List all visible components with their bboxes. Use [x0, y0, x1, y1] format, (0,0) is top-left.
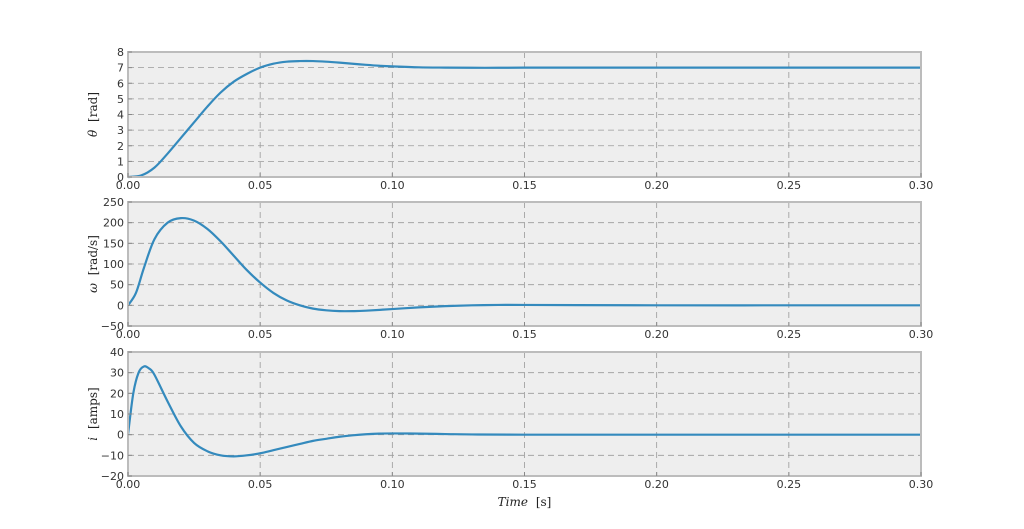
ticks-theta: 0.00 0.05 0.10 0.15 0.20 0.25 0.30 0 1 2 3 4 5 6 7 8	[116, 46, 934, 192]
x-tick-label: 0.25	[777, 179, 802, 192]
y-tick-label: 10	[110, 408, 124, 421]
ylabel-unit: [rad]	[86, 92, 100, 122]
x-tick-label: 0.15	[512, 478, 537, 491]
y-tick-label: 200	[103, 217, 124, 230]
x-tick-label: 0.00	[116, 328, 141, 341]
x-tick-label: 0.05	[248, 328, 273, 341]
y-tick-label: 50	[110, 279, 124, 292]
ylabel-theta: θ [rad]	[86, 92, 100, 137]
x-tick-label: 0.15	[512, 179, 537, 192]
y-tick-label: 6	[117, 77, 124, 90]
y-tick-label: 0	[117, 299, 124, 312]
x-tick-label: 0.05	[248, 478, 273, 491]
y-tick-label: 5	[117, 93, 124, 106]
subplot-theta: 0.00 0.05 0.10 0.15 0.20 0.25 0.30 0 1 2 3 4 5 6 7 8 θ …	[86, 46, 933, 192]
x-tick-label: 0.25	[777, 478, 802, 491]
x-tick-label: 0.00	[116, 179, 141, 192]
x-tick-label: 0.10	[380, 478, 405, 491]
y-tick-label: 20	[110, 387, 124, 400]
x-tick-label: 0.10	[380, 328, 405, 341]
ticks-omega: 0.00 0.05 0.10 0.15 0.20 0.25 0.30 −50 0 50 100 150…	[101, 196, 933, 341]
ylabel-current: i [amps]	[86, 387, 100, 440]
y-tick-label: 4	[117, 109, 124, 122]
x-tick-label: 0.20	[644, 478, 669, 491]
y-tick-label: 0	[117, 171, 124, 184]
x-tick-label: 0.30	[909, 478, 934, 491]
x-tick-label: 0.20	[644, 179, 669, 192]
ylabel-omega: ω [rad/s]	[86, 235, 100, 293]
y-tick-label: 100	[103, 258, 124, 271]
y-tick-label: −50	[101, 320, 124, 333]
y-tick-label: 1	[117, 155, 124, 168]
y-tick-label: 30	[110, 367, 124, 380]
y-tick-label: 2	[117, 140, 124, 153]
ylabel-symbol: ω	[86, 283, 100, 293]
y-tick-label: 0	[117, 429, 124, 442]
series-line-omega	[127, 216, 921, 313]
x-tick-label: 0.30	[909, 328, 934, 341]
y-tick-label: 40	[110, 346, 124, 359]
ticks-current: 0.00 0.05 0.10 0.15 0.20 0.25 0.30 −20 −10 0 10 20 3…	[101, 346, 933, 491]
x-tick-label: 0.15	[512, 328, 537, 341]
ylabel-unit: [rad/s]	[86, 235, 100, 275]
ylabel-symbol: θ	[86, 129, 100, 137]
subplot-current: 0.00 0.05 0.10 0.15 0.20 0.25 0.30 −20 −10 0 10 20 3…	[86, 346, 933, 509]
x-tick-label: 0.10	[380, 179, 405, 192]
y-tick-label: −10	[101, 449, 124, 462]
series-line-theta	[127, 59, 921, 179]
y-tick-label: 250	[103, 196, 124, 209]
y-tick-label: 7	[117, 62, 124, 75]
y-tick-label: −20	[101, 470, 124, 483]
x-tick-label: 0.00	[116, 478, 141, 491]
xlabel-unit: [s]	[536, 495, 552, 509]
y-tick-label: 3	[117, 124, 124, 137]
y-tick-label: 150	[103, 237, 124, 250]
x-tick-label: 0.30	[909, 179, 934, 192]
ylabel-symbol: i	[86, 437, 100, 441]
x-tick-label: 0.05	[248, 179, 273, 192]
series-line-current	[126, 365, 921, 458]
x-tick-label: 0.25	[777, 328, 802, 341]
y-tick-label: 8	[117, 46, 124, 59]
ylabel-unit: [amps]	[86, 387, 100, 429]
subplot-omega: 0.00 0.05 0.10 0.15 0.20 0.25 0.30 −50 0 50 100 150…	[86, 196, 933, 341]
xlabel-word: Time	[498, 495, 528, 509]
xlabel: Time [s]	[498, 495, 552, 509]
x-tick-label: 0.20	[644, 328, 669, 341]
